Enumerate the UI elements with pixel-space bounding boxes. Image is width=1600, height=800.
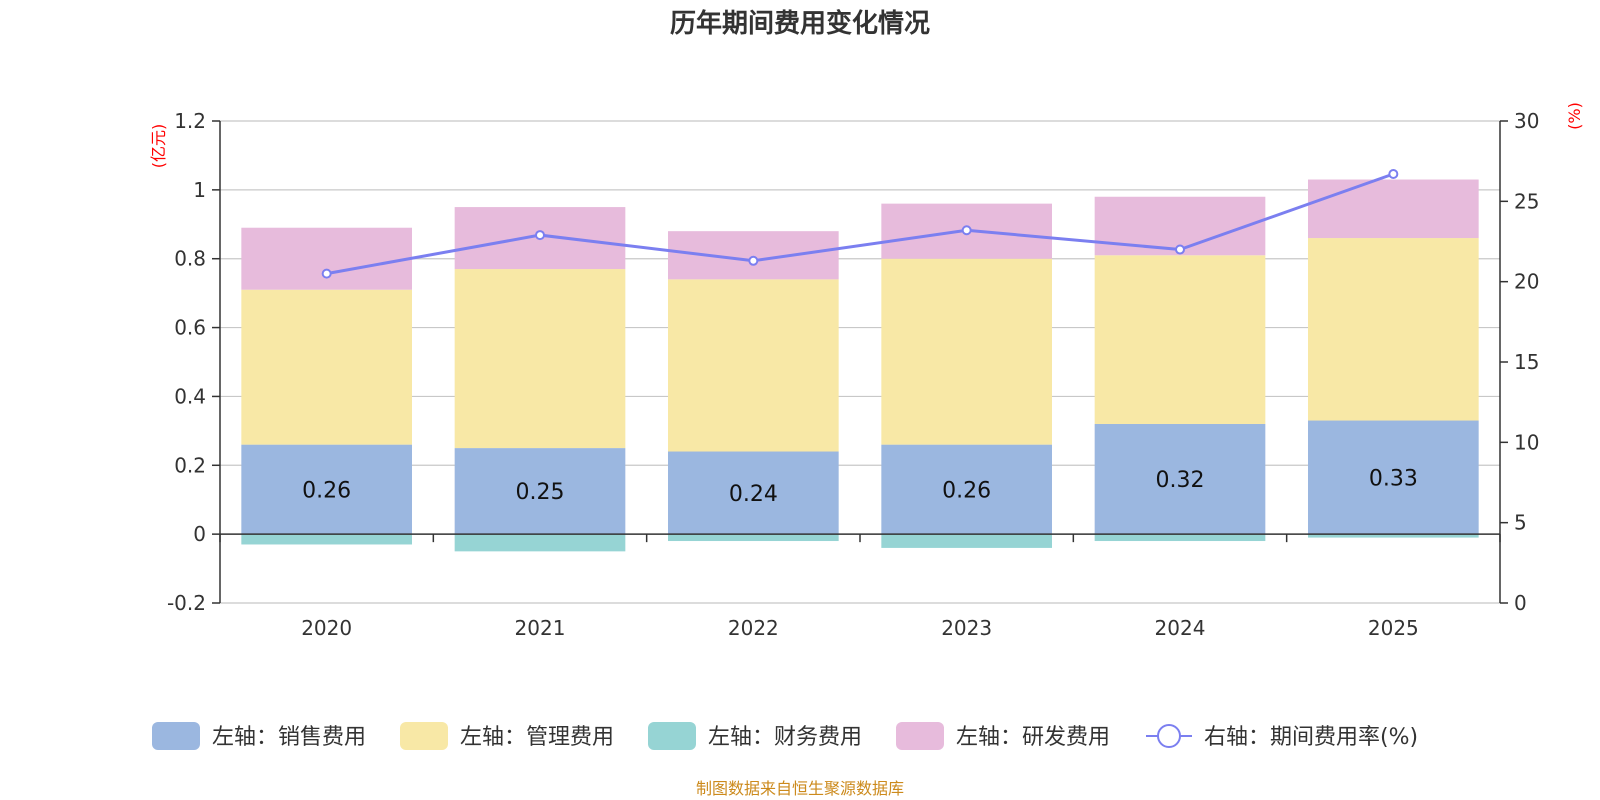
axes: -0.200.20.40.60.811.2051015202530(亿元)(%)… xyxy=(149,102,1584,640)
bar-3-2020 xyxy=(241,227,412,290)
right-tick-label: 10 xyxy=(1514,430,1539,454)
right-tick-label: 25 xyxy=(1514,189,1539,213)
bar-1-2024 xyxy=(1094,255,1266,424)
bar-3-2025 xyxy=(1308,179,1479,239)
x-tick-label: 2024 xyxy=(1155,616,1206,640)
right-tick-label: 0 xyxy=(1514,591,1527,615)
left-tick-label: 0.8 xyxy=(174,247,206,271)
left-axis-unit: (亿元) xyxy=(149,124,168,169)
bar-2-2022 xyxy=(668,534,839,542)
data-label: 0.33 xyxy=(1369,466,1418,491)
right-axis-unit: (%) xyxy=(1565,102,1584,130)
legend-swatch xyxy=(400,722,448,750)
legend-label: 左轴：管理费用 xyxy=(460,725,614,750)
data-label: 0.24 xyxy=(729,482,778,507)
left-tick-label: 0.4 xyxy=(174,384,206,408)
data-label: 0.25 xyxy=(516,480,565,505)
bar-1-2023 xyxy=(881,258,1052,445)
rate-point xyxy=(1388,169,1399,180)
bars xyxy=(241,179,1479,552)
bar-0-2024 xyxy=(1094,423,1266,535)
x-tick-label: 2022 xyxy=(728,616,779,640)
data-label: 0.26 xyxy=(302,478,351,503)
legend-label: 左轴：财务费用 xyxy=(708,725,862,750)
bar-0-2023 xyxy=(881,444,1052,535)
bar-0-2020 xyxy=(241,444,412,535)
bar-2-2023 xyxy=(881,534,1052,548)
bar-2-2020 xyxy=(241,534,412,545)
x-tick-label: 2023 xyxy=(941,616,992,640)
legend-swatch xyxy=(152,722,200,750)
right-tick-label: 15 xyxy=(1514,350,1539,374)
bar-1-2021 xyxy=(454,269,626,449)
gridlines xyxy=(220,120,1500,604)
bar-3-2022 xyxy=(668,231,839,280)
right-tick-label: 30 xyxy=(1514,109,1539,133)
legend-line-marker xyxy=(1157,724,1181,748)
left-tick-label: 1.2 xyxy=(174,109,206,133)
rate-point xyxy=(535,230,545,241)
right-tick-label: 20 xyxy=(1514,270,1539,294)
bar-0-2025 xyxy=(1308,420,1479,535)
legend-swatch xyxy=(648,722,696,750)
bar-2-2021 xyxy=(454,534,626,552)
right-tick-label: 5 xyxy=(1514,511,1527,535)
rate-line xyxy=(321,169,1399,279)
x-tick-label: 2020 xyxy=(301,616,352,640)
source-note: 制图数据来自恒生聚源数据库 xyxy=(696,779,904,798)
left-tick-label: 1 xyxy=(193,178,206,202)
bar-0-2021 xyxy=(454,448,626,535)
bar-1-2020 xyxy=(241,289,412,445)
legend-label: 右轴：期间费用率(%) xyxy=(1204,725,1418,750)
left-tick-label: 0.2 xyxy=(174,453,206,477)
bar-0-2022 xyxy=(668,451,839,535)
x-tick-label: 2021 xyxy=(515,616,566,640)
rate-point xyxy=(321,268,332,279)
rate-point xyxy=(961,225,972,236)
legend-swatch xyxy=(896,722,944,750)
bar-2-2024 xyxy=(1094,534,1266,542)
legend-label: 左轴：销售费用 xyxy=(212,725,366,750)
data-label: 0.32 xyxy=(1156,468,1205,493)
bar-1-2025 xyxy=(1308,238,1479,421)
bar-1-2022 xyxy=(668,279,839,452)
rate-point xyxy=(748,255,759,266)
data-label: 0.26 xyxy=(942,478,991,503)
data-labels: 0.26 0.25 0.24 0.26 0.32 0.33 xyxy=(302,466,1418,506)
left-tick-label: 0 xyxy=(193,522,206,546)
chart-title: 历年期间费用变化情况 xyxy=(670,8,930,39)
legend-label: 左轴：研发费用 xyxy=(956,725,1110,750)
legend: 左轴：销售费用 左轴：管理费用 左轴：财务费用 左轴：研发费用 右轴：期间费用率(%) xyxy=(152,722,1418,750)
rate-polyline xyxy=(326,172,1394,276)
x-tick-label: 2025 xyxy=(1368,616,1419,640)
bar-2-2025 xyxy=(1308,534,1479,538)
left-tick-label: -0.2 xyxy=(167,591,206,615)
rate-point xyxy=(1175,244,1185,255)
left-tick-label: 0.6 xyxy=(174,316,206,340)
